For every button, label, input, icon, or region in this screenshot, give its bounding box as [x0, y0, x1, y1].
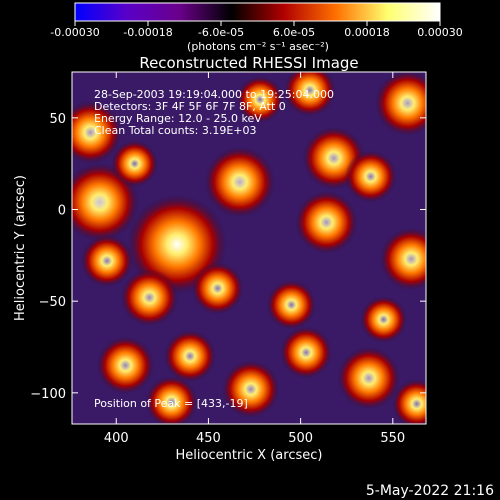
info-energy-range: Energy Range: 12.0 - 25.0 keV	[94, 112, 262, 125]
plot-frame	[71, 71, 427, 425]
colorbar-tick-label: -6.0e-05	[198, 26, 244, 39]
emission-source	[120, 268, 179, 327]
colorbar-frame	[74, 2, 441, 22]
colorbar-tick-label: 0.00030	[417, 26, 463, 39]
colorbar-unit-label: (photons cm⁻² s⁻¹ asec⁻²)	[187, 40, 329, 53]
info-clean-counts: Clean Total counts: 3.19E+03	[94, 124, 257, 137]
info-text: 28-Sep-2003 19:19:04.000 to 19:25:04.000…	[94, 88, 334, 137]
x-tick-label: 400	[104, 431, 129, 446]
emission-source	[145, 376, 198, 424]
y-tick-label: −100	[30, 387, 66, 402]
emission-source	[337, 346, 401, 410]
y-axis-label: Heliocentric Y (arcsec)	[13, 175, 28, 321]
colorbar: -0.00030 -0.00018 -6.0e-05 6.0e-05 0.00018 0.…	[50, 2, 463, 53]
emission-sources	[72, 72, 426, 424]
y-tick-label: 0	[58, 204, 66, 219]
emission-source	[164, 330, 216, 383]
info-detectors: Detectors: 3F 4F 5F 6F 7F 8F, Att 0	[94, 100, 286, 113]
footer-date: 5-May-2022 21:16	[366, 483, 494, 499]
emission-source	[72, 101, 122, 164]
emission-source	[266, 280, 317, 330]
emission-source	[222, 360, 280, 418]
peak-position-label: Position of Peak = [433,-19]	[94, 397, 248, 410]
x-axis-ticks: 400 450 500 550	[104, 72, 405, 446]
y-tick-label: 50	[49, 112, 66, 127]
emission-source	[81, 234, 134, 287]
info-time-range: 28-Sep-2003 19:19:04.000 to 19:25:04.000	[94, 88, 334, 101]
emission-source	[360, 296, 407, 343]
emission-source	[374, 72, 426, 136]
emission-source	[392, 379, 426, 424]
chart-title: Reconstructed RHESSI Image	[139, 54, 358, 72]
y-axis-ticks: −100 −50 0 50	[30, 112, 426, 402]
x-tick-label: 500	[288, 431, 313, 446]
colorbar-tick-label: 6.0e-05	[273, 26, 315, 39]
emission-source	[236, 76, 284, 123]
y-tick-label: −50	[39, 295, 66, 310]
emission-source	[280, 326, 333, 379]
x-axis-label: Heliocentric X (arcsec)	[176, 448, 323, 463]
emission-source	[295, 191, 358, 254]
emission-source	[283, 72, 336, 117]
emission-source	[344, 150, 397, 203]
colorbar-ticks: -0.00030 -0.00018 -6.0e-05 6.0e-05 0.00018 0.…	[50, 21, 463, 39]
emission-source	[204, 146, 276, 218]
emission-source	[111, 140, 159, 188]
colorbar-tick-label: -0.00018	[123, 26, 172, 39]
colorbar-gradient	[75, 3, 440, 21]
colorbar-tick-label: -0.00030	[50, 26, 99, 39]
colorbar-tick-label: 0.00018	[344, 26, 390, 39]
image-area	[72, 72, 426, 424]
x-tick-label: 450	[196, 431, 221, 446]
emission-source	[191, 262, 244, 315]
x-tick-label: 550	[380, 431, 405, 446]
emission-source	[379, 227, 426, 291]
emission-source	[96, 336, 155, 395]
